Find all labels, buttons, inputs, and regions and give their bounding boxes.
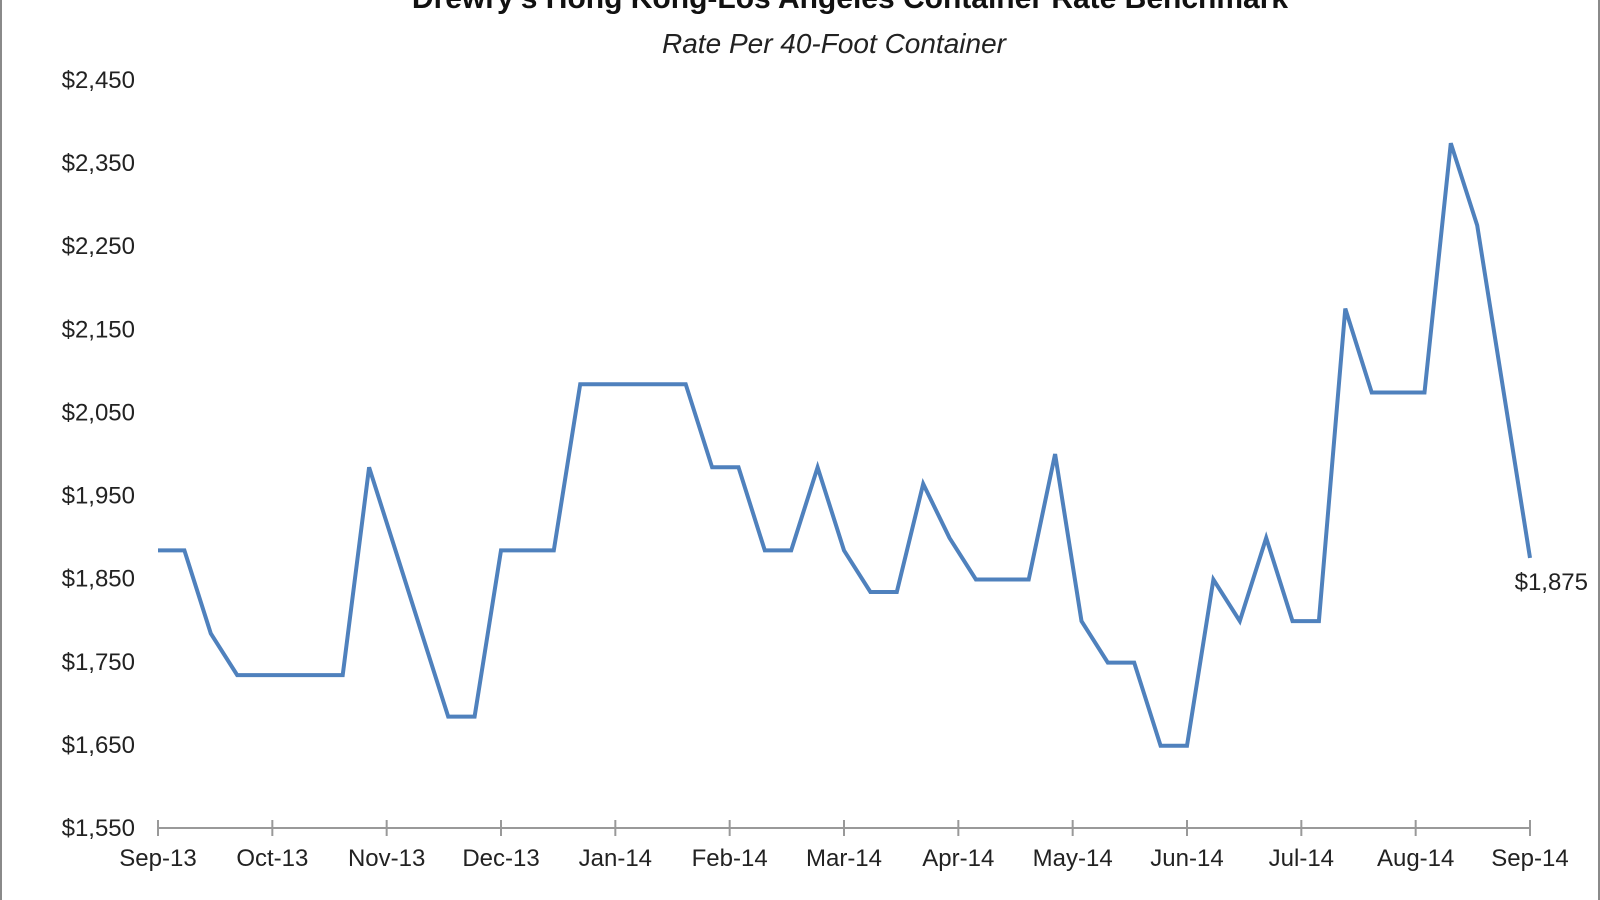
y-tick-label: $2,150 [62, 316, 135, 343]
x-tick-label: May-14 [1033, 845, 1113, 872]
x-tick-label: Jan-14 [579, 845, 652, 872]
x-tick-label: Nov-13 [348, 845, 425, 872]
end-data-label: $1,875 [1515, 569, 1588, 596]
x-tick-label: Mar-14 [806, 845, 882, 872]
x-tick-label: Jun-14 [1150, 845, 1223, 872]
y-tick-label: $1,850 [62, 566, 135, 593]
x-tick-label: Oct-13 [236, 845, 308, 872]
y-tick-label: $1,750 [62, 649, 135, 676]
y-tick-label: $1,550 [62, 815, 135, 842]
x-tick-label: Aug-14 [1377, 845, 1454, 872]
y-tick-label: $1,950 [62, 483, 135, 510]
y-tick-label: $2,350 [62, 150, 135, 177]
x-tick-label: Jul-14 [1269, 845, 1334, 872]
x-tick-label: Apr-14 [922, 845, 994, 872]
x-tick-label: Sep-14 [1491, 845, 1568, 872]
x-tick-label: Dec-13 [462, 845, 539, 872]
x-tick-label: Feb-14 [692, 845, 768, 872]
chart-subtitle: Rate Per 40-Foot Container [662, 28, 1006, 59]
rate-series-line [158, 142, 1532, 748]
y-tick-label: $2,250 [62, 233, 135, 260]
y-tick-label: $2,450 [62, 67, 135, 94]
y-tick-label: $1,650 [62, 732, 135, 759]
x-tick-label: Sep-13 [119, 845, 196, 872]
chart-title: Drewry's Hong Kong-Los Angeles Container… [0, 0, 1600, 16]
y-tick-label: $2,050 [62, 399, 135, 426]
